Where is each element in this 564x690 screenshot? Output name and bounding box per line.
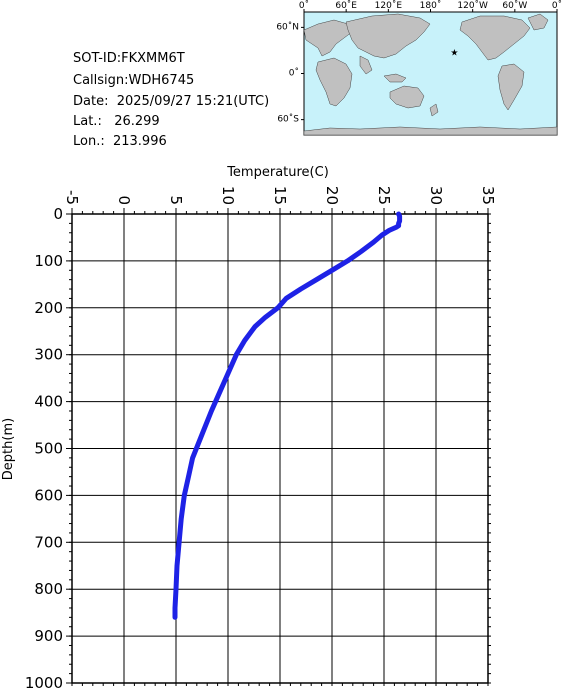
x-tick-label: 10: [219, 186, 237, 205]
x-tick-label: 0: [115, 195, 133, 205]
lon-text: Lon.: 213.996: [73, 134, 167, 149]
y-tick-label: 300: [34, 346, 63, 364]
indonesia-land: [383, 73, 407, 83]
map-lon-label: 60˚E: [335, 0, 357, 11]
x-tick-label: 30: [427, 186, 445, 205]
y-axis-ticks: 0 100 200 300 400 500 600 700 800 900 1000: [25, 205, 491, 690]
x-tick-label: 15: [271, 186, 289, 205]
y-tick-label: 600: [34, 486, 63, 504]
map-ticks: [301, 9, 558, 121]
map-lon-label: 120˚W: [457, 0, 488, 11]
y-tick-label: 0: [53, 205, 63, 223]
south-america-land: [497, 63, 525, 111]
map-lat-label: 60˚N: [276, 21, 299, 32]
map-lon-labels: 0˚ 60˚E 120˚E 180˚ 120˚W 60˚W 0˚: [299, 0, 562, 11]
sot-id-text: SOT-ID:FKXMM6T: [73, 51, 185, 66]
x-tick-label: 25: [375, 186, 393, 205]
europe-land: [303, 19, 353, 57]
australia-land: [389, 85, 425, 109]
map-lat-label: 0˚: [289, 68, 299, 79]
date-text: Date: 2025/09/27 15:21(UTC): [73, 94, 270, 109]
location-marker-icon: ★: [450, 48, 458, 58]
y-axis-title: Depth(m): [1, 418, 16, 480]
y-tick-label: 200: [34, 299, 63, 317]
y-tick-label: 500: [34, 440, 63, 458]
map-lon-label: 180˚: [420, 0, 442, 11]
y-tick-label: 900: [34, 627, 63, 645]
map-lat-label: 60˚S: [277, 114, 299, 125]
x-tick-label: 20: [323, 186, 341, 205]
y-tick-label: 700: [34, 533, 63, 551]
map-lon-label: 0˚: [299, 0, 309, 11]
antarctica-land: [303, 126, 558, 136]
world-map: 0˚ 60˚E 120˚E 180˚ 120˚W 60˚W 0˚ 60˚N0˚60˚S ★: [276, 0, 562, 136]
y-tick-label: 1000: [25, 674, 63, 690]
y-tick-label: 100: [34, 252, 63, 270]
map-lon-label: 60˚W: [502, 0, 527, 11]
temperature-profile-line: [172, 211, 403, 620]
x-tick-label: -5: [63, 190, 81, 205]
map-lon-label: 0˚: [552, 0, 562, 11]
y-tick-label: 800: [34, 580, 63, 598]
lat-text: Lat.: 26.299: [73, 114, 160, 129]
map-landmasses: [303, 13, 558, 136]
asia-land: [345, 13, 431, 59]
new-zealand-land: [429, 103, 439, 117]
india-land: [359, 55, 373, 75]
x-axis-title: Temperature(C): [226, 165, 329, 180]
map-lat-labels: 60˚N 0˚ 60˚S: [276, 21, 299, 124]
x-tick-label: 5: [167, 195, 185, 205]
x-tick-label: 35: [479, 186, 497, 205]
north-america-land: [459, 15, 531, 61]
callsign-text: Callsign:WDH6745: [73, 73, 195, 88]
y-tick-label: 400: [34, 393, 63, 411]
plot-grid: [71, 214, 489, 683]
temperature-depth-plot: -5 0 5 10 15 20 25 30 35 01002003004005006007008…: [1, 165, 497, 690]
africa-land: [315, 57, 353, 107]
greenland-land: [527, 13, 549, 31]
map-lon-label: 120˚E: [375, 0, 403, 11]
